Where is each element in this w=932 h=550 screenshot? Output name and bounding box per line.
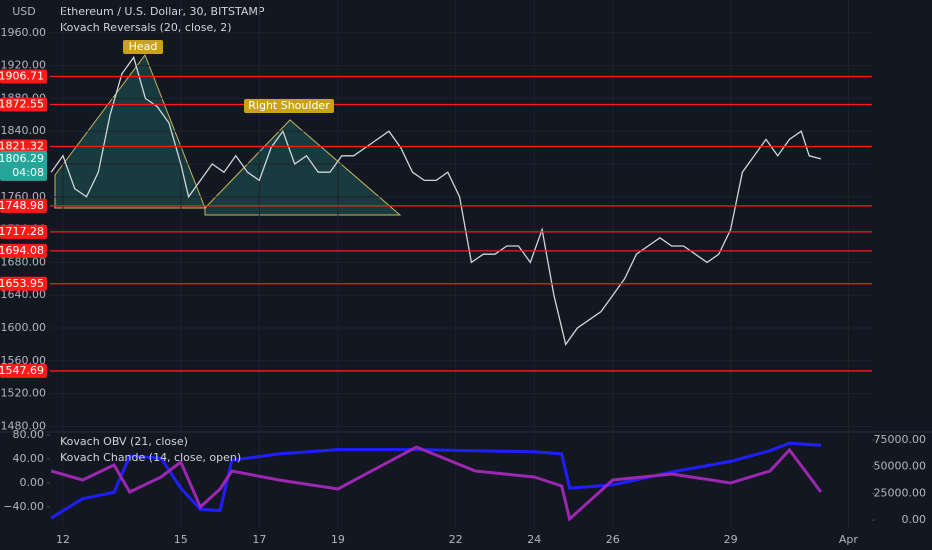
y-tick-label: 1480.00: [1, 419, 47, 432]
y-tick-label: 1680.00: [1, 255, 47, 268]
y-tick-label: 0.00: [20, 476, 45, 489]
y2-tick-label: 50000.00: [874, 460, 927, 473]
level-tag: [0, 243, 47, 258]
level-label: 1906.71: [0, 70, 44, 83]
x-tick-label: 15: [174, 533, 188, 546]
y-tick-label: 1960.00: [1, 26, 47, 39]
level-label: 1653.95: [0, 277, 44, 290]
legend-entry: Kovach Chande (14, close, open): [60, 451, 241, 464]
level-tag: [0, 139, 47, 154]
current-time: 04:08: [12, 166, 44, 179]
level-tag: [0, 276, 47, 291]
y-tick-label: 40.00: [13, 452, 45, 465]
x-tick-label: 12: [56, 533, 70, 546]
y-tick-label: 1560.00: [1, 354, 47, 367]
current-tag: [0, 150, 47, 181]
legend-entry: Kovach OBV (21, close): [60, 435, 188, 448]
x-tick-label: 26: [606, 533, 620, 546]
price-line: [50, 55, 822, 346]
y2-tick-label: 75000.00: [874, 433, 927, 446]
y2-tick-label: 0.00: [902, 513, 927, 526]
y-tick-label: 1600.00: [1, 321, 47, 334]
x-tick-label: 22: [449, 533, 463, 546]
y-tick-label: 1920.00: [1, 59, 47, 72]
y-tick-label: 80.00: [13, 428, 45, 441]
y-axis-label: USD: [12, 5, 36, 18]
level-tag: [0, 198, 47, 213]
chart-title: Ethereum / U.S. Dollar, 30, BITSTAMP: [60, 5, 265, 18]
level-label: 1694.08: [0, 244, 44, 257]
level-tag: [0, 363, 47, 378]
level-label: 1748.98: [0, 199, 44, 212]
x-tick-label: 29: [724, 533, 738, 546]
price-line: [50, 445, 823, 522]
chart-subtitle: Kovach Reversals (20, close, 2): [60, 21, 232, 34]
annotation-box: [244, 99, 334, 113]
level-label: 1872.55: [0, 98, 44, 111]
level-label: 1821.32: [0, 140, 44, 153]
level-tag: [0, 69, 47, 84]
price-line: [50, 441, 822, 520]
x-tick-label: 17: [252, 533, 266, 546]
y2-tick-label: 25000.00: [874, 486, 927, 499]
x-tick-label: 19: [331, 533, 345, 546]
annotation: Head: [129, 40, 158, 53]
y-tick-label: 1640.00: [1, 288, 47, 301]
level-label: 1547.69: [0, 364, 44, 377]
pattern-right: [204, 119, 402, 216]
current-price: 1806.29: [0, 152, 44, 165]
y-tick-label: −40.00: [3, 500, 44, 513]
y-tick-label: 1840.00: [1, 124, 47, 137]
level-tag: [0, 224, 47, 239]
y-tick-label: 1520.00: [1, 387, 47, 400]
level-tag: [0, 97, 47, 112]
level-label: 1717.28: [0, 225, 44, 238]
x-tick-label: 24: [527, 533, 541, 546]
annotation-box: [123, 40, 163, 54]
annotation: Right Shoulder: [248, 99, 330, 112]
x-tick-label: Apr: [839, 533, 859, 546]
